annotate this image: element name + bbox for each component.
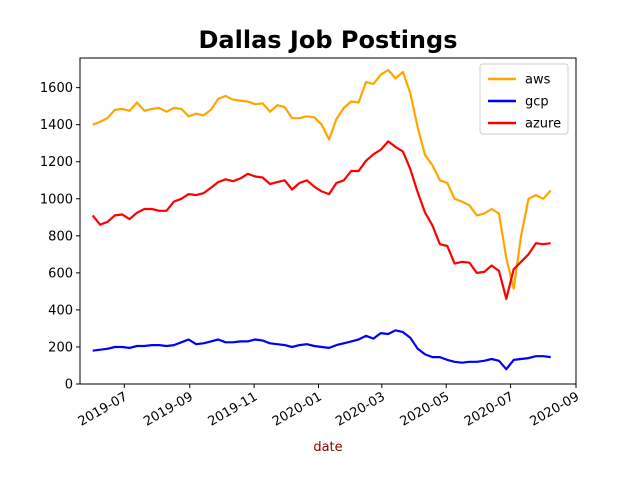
y-tick-label: 200 <box>48 340 73 355</box>
legend-label-azure: azure <box>525 117 561 132</box>
chart-title: Dallas Job Postings <box>199 26 458 54</box>
series-line-aws <box>92 68 552 290</box>
legend-box <box>479 63 569 135</box>
legend-label-gcp: gcp <box>525 95 549 110</box>
series-line-gcp <box>92 329 551 371</box>
y-tick-label: 1000 <box>40 192 73 207</box>
x-tick-label: 2019-09 <box>141 389 196 429</box>
x-tick-label: 2020-05 <box>398 389 453 429</box>
legend: aws gcp azure <box>479 63 569 135</box>
plot-frame <box>79 57 577 385</box>
y-tick-label: 0 <box>65 378 73 393</box>
y-tick-label: 600 <box>48 266 73 281</box>
y-tick-label: 400 <box>48 303 73 318</box>
x-tick-label: 2020-03 <box>333 389 388 429</box>
y-tick-label: 1400 <box>40 118 73 133</box>
x-tick-label: 2020-01 <box>270 389 325 429</box>
y-tick-label: 1600 <box>40 81 73 96</box>
y-tick-label: 800 <box>48 229 73 244</box>
series-line-azure <box>91 140 551 300</box>
x-tick-label: 2020-07 <box>462 389 517 429</box>
x-axis: 2019-07 2019-09 2019-11 2020-01 2020-03 2020-… <box>76 384 582 430</box>
x-tick-label: 2019-11 <box>206 389 261 429</box>
series-layer <box>91 68 552 371</box>
y-axis: 0 200 400 600 800 1000 1200 1400 1600 <box>40 81 80 393</box>
x-axis-label: date <box>313 440 342 455</box>
y-tick-label: 1200 <box>40 155 73 170</box>
x-tick-label: 2020-09 <box>527 389 582 429</box>
legend-label-aws: aws <box>525 73 551 88</box>
x-tick-label: 2019-07 <box>76 389 131 429</box>
